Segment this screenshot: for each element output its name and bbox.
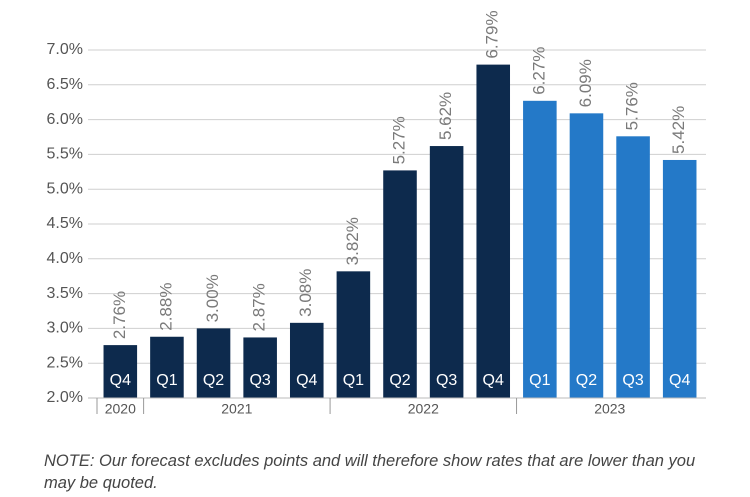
bar <box>289 322 324 398</box>
y-tick-label: 5.0% <box>47 180 83 197</box>
category-label: Q4 <box>110 372 131 389</box>
year-label: 2021 <box>221 401 252 417</box>
bar <box>616 136 650 398</box>
value-label: 3.82% <box>343 217 362 265</box>
value-label: 2.87% <box>250 283 269 331</box>
value-label: 6.79% <box>483 10 502 58</box>
y-tick-label: 5.5% <box>47 146 83 163</box>
category-label: Q4 <box>296 372 317 389</box>
category-label: Q1 <box>529 372 550 389</box>
y-tick-label: 3.5% <box>47 285 83 302</box>
bar <box>523 100 557 399</box>
value-label: 6.09% <box>576 59 595 107</box>
bar <box>383 170 417 398</box>
bar <box>476 64 511 398</box>
category-label: Q3 <box>436 372 457 389</box>
bar <box>569 113 604 398</box>
chart: 2.0% 2.5% 3.0% 3.5% 4.0% 4.5% 5.0% 5.5% 6.0% 6.5%… <box>47 10 706 417</box>
y-tick-label: 6.5% <box>47 76 83 93</box>
value-label: 5.27% <box>389 116 408 164</box>
value-label: 3.00% <box>203 274 222 322</box>
year-label: 2020 <box>105 401 136 417</box>
value-label: 5.76% <box>623 82 642 130</box>
bar <box>196 328 231 398</box>
y-tick-label: 6.0% <box>47 111 83 128</box>
category-label: Q4 <box>669 372 690 389</box>
category-label: Q3 <box>622 372 643 389</box>
year-label: 2022 <box>408 401 439 417</box>
year-label: 2023 <box>594 401 625 417</box>
bar <box>429 146 464 398</box>
value-label: 3.08% <box>296 269 315 317</box>
y-tick-label: 4.0% <box>47 250 83 267</box>
bar <box>336 271 371 398</box>
value-label: 5.62% <box>436 92 455 140</box>
category-label: Q3 <box>249 372 270 389</box>
category-label: Q1 <box>343 372 364 389</box>
value-label: 2.76% <box>110 291 129 339</box>
bar <box>662 159 697 398</box>
bar <box>103 345 138 398</box>
y-tick-label: 2.0% <box>47 389 83 406</box>
value-label: 2.88% <box>156 283 175 331</box>
bar <box>243 337 277 398</box>
category-label: Q2 <box>203 372 224 389</box>
y-tick-label: 2.5% <box>47 354 83 371</box>
y-tick-label: 7.0% <box>47 41 83 58</box>
category-label: Q1 <box>156 372 177 389</box>
category-label: Q2 <box>389 372 410 389</box>
value-label: 5.42% <box>669 106 688 154</box>
note: NOTE: Our forecast excludes points and w… <box>44 452 696 492</box>
value-label: 6.27% <box>529 47 548 95</box>
y-tick-label: 4.5% <box>47 215 83 232</box>
category-label: Q4 <box>483 372 504 389</box>
category-label: Q2 <box>576 372 597 389</box>
y-tick-label: 3.0% <box>47 320 83 337</box>
bar <box>150 336 184 398</box>
